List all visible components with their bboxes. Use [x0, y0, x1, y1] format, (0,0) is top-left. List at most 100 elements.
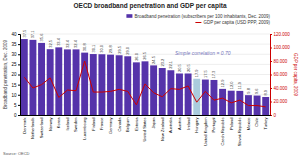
legend-item: GDP per capita (USD PPP, 2009) — [195, 20, 270, 25]
axis-line — [18, 35, 21, 116]
bar — [262, 97, 269, 115]
tick: Germany — [108, 115, 113, 134]
tick: Poland — [229, 115, 234, 130]
tick-label: 120.000 — [274, 32, 291, 37]
y2-axis: 020.00040.00060.00080.000100.000120.000 — [270, 32, 290, 118]
data-label: 37.5 — [22, 29, 27, 38]
data-label: 30.8 — [82, 43, 87, 52]
chart: 37.537.135.632.533.432.432.430.830.130.0… — [0, 0, 300, 157]
data-label: 12.0 — [229, 81, 234, 90]
tick: Sweden — [73, 115, 78, 132]
tick: Luxembourg — [82, 115, 87, 140]
legend-label: Broadband penetration (subscribers per 1… — [134, 14, 270, 19]
data-label: 37.1 — [30, 30, 35, 39]
y-axis: 0510152025303540 — [11, 32, 20, 118]
tick-label: 10 — [11, 93, 17, 98]
marks — [21, 39, 269, 115]
data-label: 20.5 — [186, 63, 191, 72]
tick-label: Mexico — [246, 117, 251, 130]
data-label: 24.5 — [151, 55, 156, 64]
tick-label: Korea — [56, 117, 61, 128]
tick-mark — [32, 115, 33, 116]
tick-label: 25 — [11, 62, 17, 67]
tick: Hungary — [194, 115, 199, 133]
tick-label: Hungary — [194, 118, 199, 133]
tick-label: Portugal — [211, 117, 216, 132]
tick-mark — [213, 115, 214, 116]
tick: Korea — [56, 115, 61, 128]
tick-label: United Kingdom — [203, 117, 208, 146]
tick: Portugal — [211, 115, 216, 132]
bar — [202, 80, 209, 115]
tick-label: Japan — [151, 118, 156, 129]
tick-label: Canada — [117, 117, 122, 132]
tick: Canada — [117, 115, 122, 132]
tick-mark — [270, 88, 272, 89]
x-axis: DenmarkNetherlandsSwitzerlandNorwayKorea… — [21, 115, 271, 146]
data-label: 29.5 — [117, 45, 122, 54]
tick: 25 — [11, 62, 20, 67]
tick-label: Czech Republic — [220, 118, 225, 146]
tick-mark — [270, 34, 272, 35]
tick-label: Denmark — [22, 118, 27, 134]
tick-mark — [188, 115, 189, 116]
tick: 60.000 — [270, 72, 288, 77]
tick-label: 40 — [11, 32, 17, 37]
tick-mark — [231, 115, 232, 116]
tick: 5 — [14, 103, 20, 108]
title: OECD broadband penetration and GDP per c… — [73, 2, 226, 10]
tick-label: Poland — [229, 118, 234, 130]
tick-mark — [76, 115, 77, 116]
data-label: 9.8 — [246, 87, 251, 93]
bar — [55, 47, 62, 115]
axis-line — [21, 115, 271, 117]
tick: Iceland — [65, 115, 70, 130]
tick-label: New Zealand — [160, 118, 165, 142]
tick-label: 5 — [14, 103, 17, 108]
data-label: 30.1 — [91, 44, 96, 53]
tick: 40 — [11, 32, 20, 37]
tick-mark — [270, 48, 272, 49]
plot: 37.537.135.632.533.432.432.430.830.130.0… — [11, 29, 290, 146]
tick-mark — [222, 115, 223, 116]
tick-label: 60.000 — [274, 72, 288, 77]
grid-line — [20, 34, 270, 35]
tick-mark — [119, 115, 120, 116]
data-labels: 37.537.135.632.533.432.432.430.830.130.0… — [22, 29, 268, 95]
bar — [47, 49, 54, 115]
tick-mark — [196, 115, 197, 116]
tick: Switzerland — [39, 115, 44, 138]
tick-mark — [270, 75, 272, 76]
tick: Belgium — [125, 115, 130, 132]
data-label: 23.2 — [160, 58, 165, 67]
tick-mark — [50, 115, 51, 116]
source: Source: OECD — [3, 151, 30, 156]
data-label: 32.5 — [48, 39, 53, 48]
tick-mark — [162, 115, 163, 116]
tick-mark — [58, 115, 59, 116]
tick-mark — [18, 54, 20, 55]
tick-label: Iceland — [65, 118, 70, 131]
tick-mark — [136, 115, 137, 116]
tick: 20.000 — [270, 99, 288, 104]
data-label: 29.0 — [125, 46, 130, 55]
tick-mark — [127, 115, 128, 116]
tick-mark — [18, 64, 20, 65]
data-label: 22.1 — [168, 60, 173, 69]
bar — [64, 49, 71, 115]
tick-label: 20 — [11, 72, 17, 77]
data-label: 17.9 — [194, 69, 199, 78]
tick: 40.000 — [270, 86, 288, 91]
bar — [176, 73, 183, 115]
tick-mark — [18, 34, 20, 35]
tick-mark — [270, 61, 272, 62]
tick-label: Ireland — [186, 118, 191, 130]
tick: 30 — [11, 52, 20, 57]
data-label: 11.9 — [237, 81, 242, 89]
tick-mark — [265, 115, 266, 116]
tick-mark — [67, 115, 68, 116]
tick-label: Estonia — [134, 117, 139, 131]
data-label: 17.3 — [211, 70, 216, 79]
bar — [185, 73, 192, 115]
tick: Turkey — [263, 115, 268, 130]
